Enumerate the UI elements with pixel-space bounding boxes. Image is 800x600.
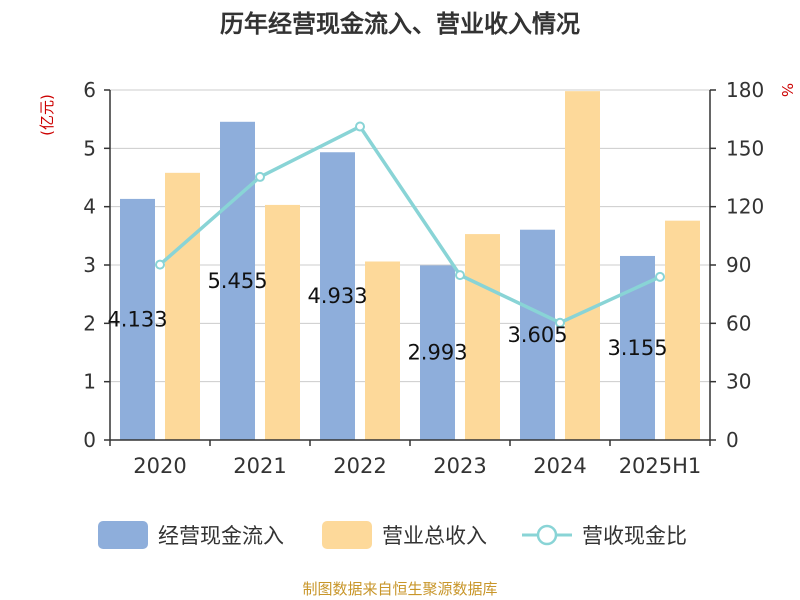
ratio-point [655,271,665,282]
chart-title: 历年经营现金流入、营业收入情况 [220,10,580,38]
ratio-point [155,259,165,270]
data-label: 2.993 [407,341,467,365]
ratio-point [455,270,465,281]
left-tick-label: 3 [83,253,96,277]
source-note: 制图数据来自恒生聚源数据库 [302,580,497,598]
left-tick-label: 6 [83,78,96,102]
bar-cash-inflow [120,198,155,440]
legend: 经营现金流入 营业总收入 营收现金比 [98,521,687,549]
bar-cash-inflow [520,229,555,440]
ratio-line [155,121,665,328]
data-label: 5.455 [207,269,267,293]
x-tick-label: 2023 [433,454,486,478]
bar-revenue [265,204,300,440]
right-axis-unit: % [778,83,796,97]
legend-label: 营业总收入 [382,524,487,548]
bar-revenue [365,261,400,440]
right-tick-label: 30 [726,370,751,394]
right-tick-label: 150 [726,136,764,160]
data-labels: 4.133 5.455 4.933 2.993 3.605 3.155 [107,269,667,365]
x-tick-label: 2020 [133,454,186,478]
left-axis-unit: (亿元) [38,94,56,136]
bar-cash-inflow [220,121,255,441]
legend-swatch [98,521,148,549]
right-tick-label: 120 [726,195,764,219]
gridlines [110,89,710,383]
right-tick-label: 90 [726,253,751,277]
data-label: 4.933 [307,284,367,308]
bar-revenue [465,234,500,440]
bars [120,91,700,441]
ratio-point [355,121,365,132]
left-tick-label: 4 [83,195,96,219]
bar-revenue [565,91,600,441]
legend-swatch [322,521,372,549]
left-tick-label: 1 [83,370,96,394]
legend-label: 营收现金比 [582,524,687,548]
legend-label: 经营现金流入 [158,524,284,548]
ratio-point [555,317,565,328]
data-label: 3.155 [607,336,667,360]
x-tick-label: 2022 [333,454,386,478]
x-tick-label: 2021 [233,454,286,478]
ratio-line-path [158,124,661,325]
data-label: 3.605 [507,323,567,347]
right-tick-label: 180 [726,78,764,102]
data-label: 4.133 [107,307,167,331]
right-tick-label: 0 [726,428,739,452]
bar-revenue [165,172,200,441]
x-tick-label: 2025H1 [619,454,702,478]
legend-marker [536,524,558,546]
left-tick-label: 5 [83,136,96,160]
bar-revenue [665,220,700,440]
x-tick-label: 2024 [533,454,586,478]
bar-cash-inflow [320,152,355,440]
left-tick-label: 2 [83,311,96,335]
left-tick-label: 0 [83,428,96,452]
right-tick-label: 60 [726,311,751,335]
ratio-point [255,171,265,182]
bar-cash-inflow [420,265,455,440]
